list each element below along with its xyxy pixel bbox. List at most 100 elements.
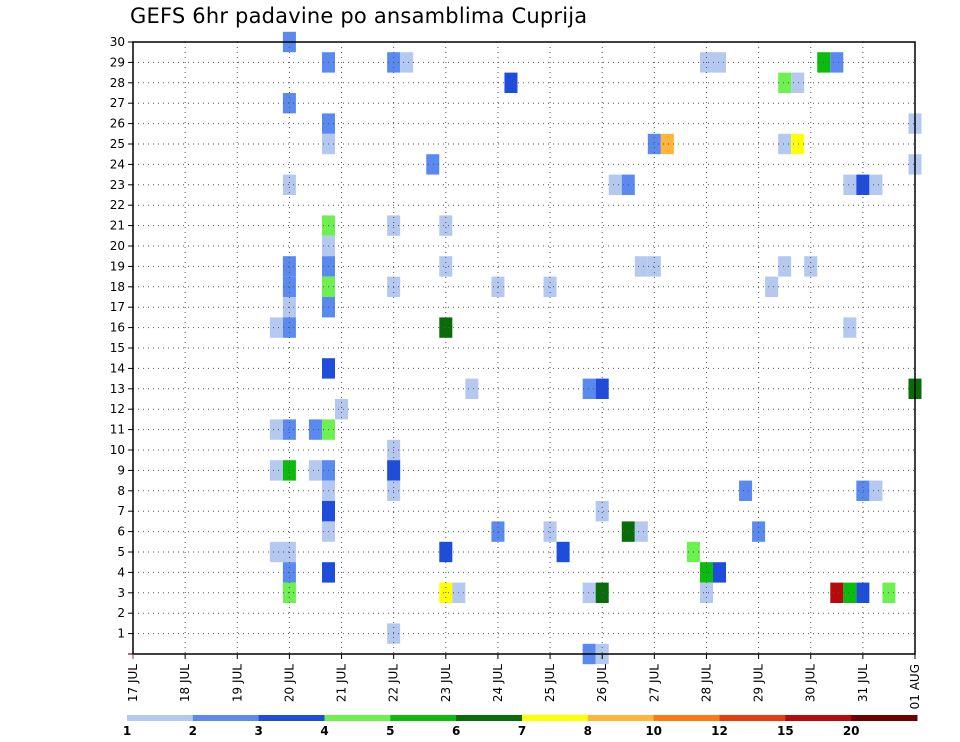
heatmap-cell (843, 317, 857, 338)
x-tick-label: 17 JUL (126, 664, 140, 702)
x-tick-label: 30 JUL (804, 664, 818, 702)
y-tick-label: 11 (110, 423, 125, 437)
heatmap-cell (582, 378, 596, 399)
heatmap-cell (856, 480, 870, 501)
heatmap-cell (856, 174, 870, 195)
x-tick-label: 19 JUL (230, 664, 244, 702)
heatmap-cell (282, 460, 296, 481)
x-tick-label: 21 JUL (335, 664, 349, 702)
y-tick-label: 14 (110, 361, 125, 375)
legend-swatch (324, 715, 391, 721)
heatmap-cell (282, 93, 296, 114)
heatmap-cell (791, 133, 805, 155)
legend-label: 10 (645, 724, 662, 738)
x-axis-labels: 17 JUL 18 JUL 19 JUL 20 JUL 21 JUL 22 JUL 23 J… (126, 664, 922, 710)
y-axis-labels: 1234567891011121314151617181920212223242… (110, 35, 125, 641)
heatmap-cell (439, 256, 453, 277)
legend-swatch (522, 715, 589, 721)
heatmap-cell (712, 52, 727, 73)
y-tick-label: 22 (110, 198, 125, 212)
y-tick-label: 27 (110, 96, 125, 110)
x-tick-label: 25 JUL (543, 664, 557, 702)
legend-swatch (258, 715, 325, 721)
heatmap-cell (869, 174, 883, 195)
heatmap-cell (439, 215, 453, 236)
x-tick-label: 28 JUL (699, 664, 713, 702)
y-tick-label: 2 (117, 606, 125, 620)
y-tick-label: 13 (110, 382, 125, 396)
y-tick-label: 17 (110, 300, 125, 314)
heatmap-cell (778, 72, 792, 93)
y-tick-label: 23 (110, 178, 125, 192)
y-tick-label: 15 (110, 341, 125, 355)
heatmap-cell (308, 460, 322, 481)
x-tick-label: 20 JUL (282, 664, 296, 702)
heatmap-cell (282, 174, 296, 195)
y-tick-label: 19 (110, 259, 125, 273)
heatmap-cell (791, 72, 805, 93)
y-tick-label: 16 (110, 321, 125, 335)
y-tick-label: 24 (110, 157, 125, 171)
heatmap-cell (595, 378, 609, 399)
heatmap-cell (282, 419, 296, 440)
heatmap-cell (269, 419, 283, 440)
y-tick-label: 18 (110, 280, 125, 294)
y-tick-label: 4 (117, 565, 125, 579)
heatmap-cell (647, 256, 661, 277)
y-tick-label: 9 (117, 463, 125, 477)
y-tick-label: 8 (117, 484, 125, 498)
x-tick-label: 24 JUL (491, 664, 505, 702)
heatmap-cell (426, 154, 440, 175)
heatmap-cell (712, 562, 727, 583)
legend-swatch (587, 715, 655, 721)
heatmap-cell (400, 52, 414, 73)
heatmap-cell (830, 52, 844, 73)
heatmap-cell (647, 133, 661, 155)
y-tick-label: 1 (117, 627, 125, 641)
x-tick-label: 29 JUL (752, 664, 766, 702)
heatmap-cell (765, 276, 779, 297)
legend-label: 1 (123, 724, 131, 738)
legend-label: 7 (518, 724, 526, 738)
heatmap-cell (830, 582, 844, 603)
y-tick-label: 3 (117, 586, 125, 600)
axis-ticks (128, 41, 916, 659)
heatmap-cell (660, 133, 674, 155)
heatmap-cell (739, 480, 753, 501)
heatmap-cell (778, 133, 792, 155)
x-tick-label: 27 JUL (647, 664, 661, 702)
heatmap-cells (269, 31, 922, 665)
heatmap-cell (269, 317, 283, 338)
legend-label: 4 (320, 724, 328, 738)
heatmap-cell (491, 521, 505, 542)
y-tick-label: 29 (110, 55, 125, 69)
legend-swatch (653, 715, 720, 721)
legend-swatch (719, 715, 786, 721)
heatmap-cell (282, 276, 296, 297)
y-tick-label: 7 (117, 504, 125, 518)
heatmap-cell (634, 256, 648, 277)
legend-swatch (192, 715, 260, 721)
legend-label: 6 (452, 724, 460, 738)
x-tick-label: 18 JUL (178, 664, 192, 702)
heatmap-cell (778, 256, 792, 277)
y-tick-label: 10 (110, 443, 125, 457)
heatmap-cell (269, 541, 283, 563)
legend-label: 3 (254, 724, 262, 738)
legend-swatch (851, 715, 918, 721)
legend-swatch (456, 715, 523, 721)
y-tick-label: 25 (110, 137, 125, 151)
y-tick-label: 26 (110, 117, 125, 131)
grid-lines (133, 42, 915, 654)
legend-label: 12 (711, 724, 728, 738)
legend-label: 8 (584, 724, 592, 738)
heatmap-cell (843, 582, 857, 603)
color-legend: 1 2 3 4 5 6 7 8 10 12 15 20 (123, 715, 918, 738)
x-tick-label: 01 AUG (908, 664, 922, 709)
y-tick-label: 5 (117, 545, 125, 559)
x-tick-label: 26 JUL (595, 664, 609, 702)
y-tick-label: 12 (110, 402, 125, 416)
y-tick-label: 21 (110, 219, 125, 233)
heatmap-cell (269, 460, 283, 481)
heatmap-cell (504, 72, 518, 93)
